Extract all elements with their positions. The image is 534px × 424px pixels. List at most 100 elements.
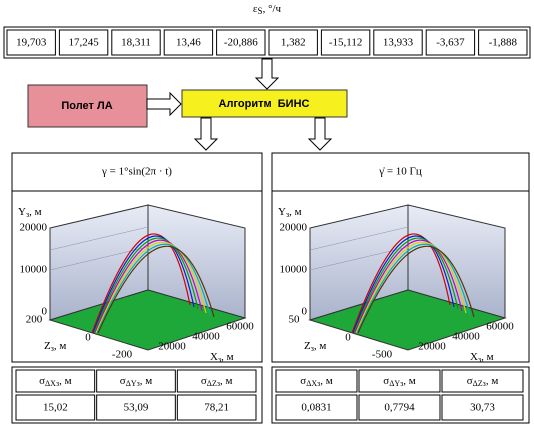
label-sub: з: [478, 355, 481, 364]
label-sub: з: [286, 210, 289, 219]
label-sub: ΔYз: [389, 379, 403, 388]
label-part: σ: [201, 375, 207, 387]
value-cell: [58, 29, 109, 56]
label-part: , м: [220, 375, 233, 387]
value-cell: [6, 29, 56, 56]
z-tick-label: 50: [289, 314, 301, 326]
label-part: , м: [140, 375, 153, 387]
axis-label: Zз, м: [304, 340, 326, 353]
label-part: X: [470, 351, 478, 363]
symbol: ε: [253, 3, 258, 15]
axis-label: Zз, м: [44, 340, 66, 353]
value-cell: [163, 29, 214, 56]
table-cell: [15, 369, 96, 393]
algorithm-block: [181, 89, 348, 118]
y-tick-label: 10000: [20, 264, 48, 276]
label-part: , м: [486, 375, 499, 387]
table-cell: [15, 394, 96, 421]
table-value: 0,0831: [301, 402, 331, 414]
unit: , °/ч: [263, 3, 282, 15]
label-part: , м: [320, 375, 333, 387]
value-cell: [478, 29, 528, 56]
label-part: σ: [467, 375, 473, 387]
axis-label: σΔZз, м: [467, 375, 499, 388]
table-value: 0,7794: [384, 402, 415, 414]
x-tick-label: 20000: [418, 341, 446, 353]
label-part: , м: [289, 206, 302, 218]
label-part: , м: [403, 375, 416, 387]
table-cell: [176, 394, 257, 421]
z-tick-label: -200: [112, 349, 133, 361]
table-value: 53,09: [124, 402, 149, 414]
label-part: Y: [278, 206, 286, 218]
y-tick-label: 20000: [280, 222, 308, 234]
value-cell: [373, 29, 423, 56]
trajectory: [96, 243, 211, 334]
label-part: , м: [59, 375, 71, 387]
trajectory: [352, 235, 455, 334]
wall-grid: [49, 246, 149, 271]
table-cell: [96, 394, 176, 421]
wall-grid: [309, 226, 409, 251]
value: 1,382: [281, 37, 306, 49]
trajectory: [354, 239, 463, 334]
panel-title: γ̇ = 10 Гц: [378, 166, 422, 178]
algorithm-label: Алгоритм БИНС: [219, 98, 310, 110]
z-tick-label: 0: [345, 332, 351, 344]
trajectory: [357, 245, 475, 334]
value: -20,886: [224, 37, 258, 49]
axis-label: σΔYз, м: [383, 375, 416, 388]
label-sub: ΔZз: [473, 379, 486, 388]
value-cell: [111, 29, 161, 56]
trajectory: [92, 235, 195, 334]
value: -1,888: [489, 37, 518, 49]
value-row: [3, 26, 531, 59]
label-part: X: [210, 351, 218, 363]
label-sub: з: [51, 344, 54, 353]
label-part: , м: [54, 340, 67, 352]
axis-label: Yз, м: [18, 206, 42, 219]
x-tick-label: 60000: [486, 321, 514, 333]
table-cell: [441, 369, 524, 393]
trajectory: [97, 245, 215, 334]
axis-label: Xз, м: [210, 351, 234, 364]
wall-grid: [309, 246, 409, 271]
axis-label: Yз, м: [278, 206, 302, 219]
floor: [48, 289, 247, 351]
z-tick-label: -500: [372, 349, 393, 361]
label-part: σ: [120, 375, 126, 387]
value: 17,245: [68, 37, 99, 49]
table-cell: [275, 369, 358, 393]
label-sub: ΔXз: [45, 379, 59, 388]
table-value: 78,21: [204, 402, 229, 414]
arrow: [307, 117, 333, 151]
value: 13,933: [383, 37, 414, 49]
table-cell: [358, 369, 441, 393]
y-tick-label: 10000: [280, 264, 308, 276]
label-sub: з: [26, 210, 29, 219]
panel-title: γ = 1°sin(2π · t): [101, 166, 172, 178]
flight-block: [27, 84, 148, 128]
axis-label: σΔZз, м: [201, 375, 233, 388]
label-part: σ: [383, 375, 389, 387]
trajectory: [356, 243, 471, 334]
value: 13,46: [176, 37, 201, 49]
arrow: [254, 58, 280, 90]
trajectory: [351, 233, 451, 334]
value-cell: [268, 29, 318, 56]
trajectory: [93, 237, 199, 334]
x-tick-label: 20000: [158, 341, 186, 353]
y-tick-label: 0: [302, 306, 308, 318]
y-tick-label: 20000: [20, 222, 48, 234]
trajectory: [353, 237, 459, 334]
table-cell: [441, 394, 524, 421]
value-cell: [320, 29, 371, 56]
z-tick-label: 200: [26, 314, 43, 326]
axis-label: σΔXз, м: [300, 375, 333, 388]
trajectory: [355, 241, 467, 334]
trajectory: [95, 241, 207, 334]
x-tick-label: 40000: [192, 331, 220, 343]
